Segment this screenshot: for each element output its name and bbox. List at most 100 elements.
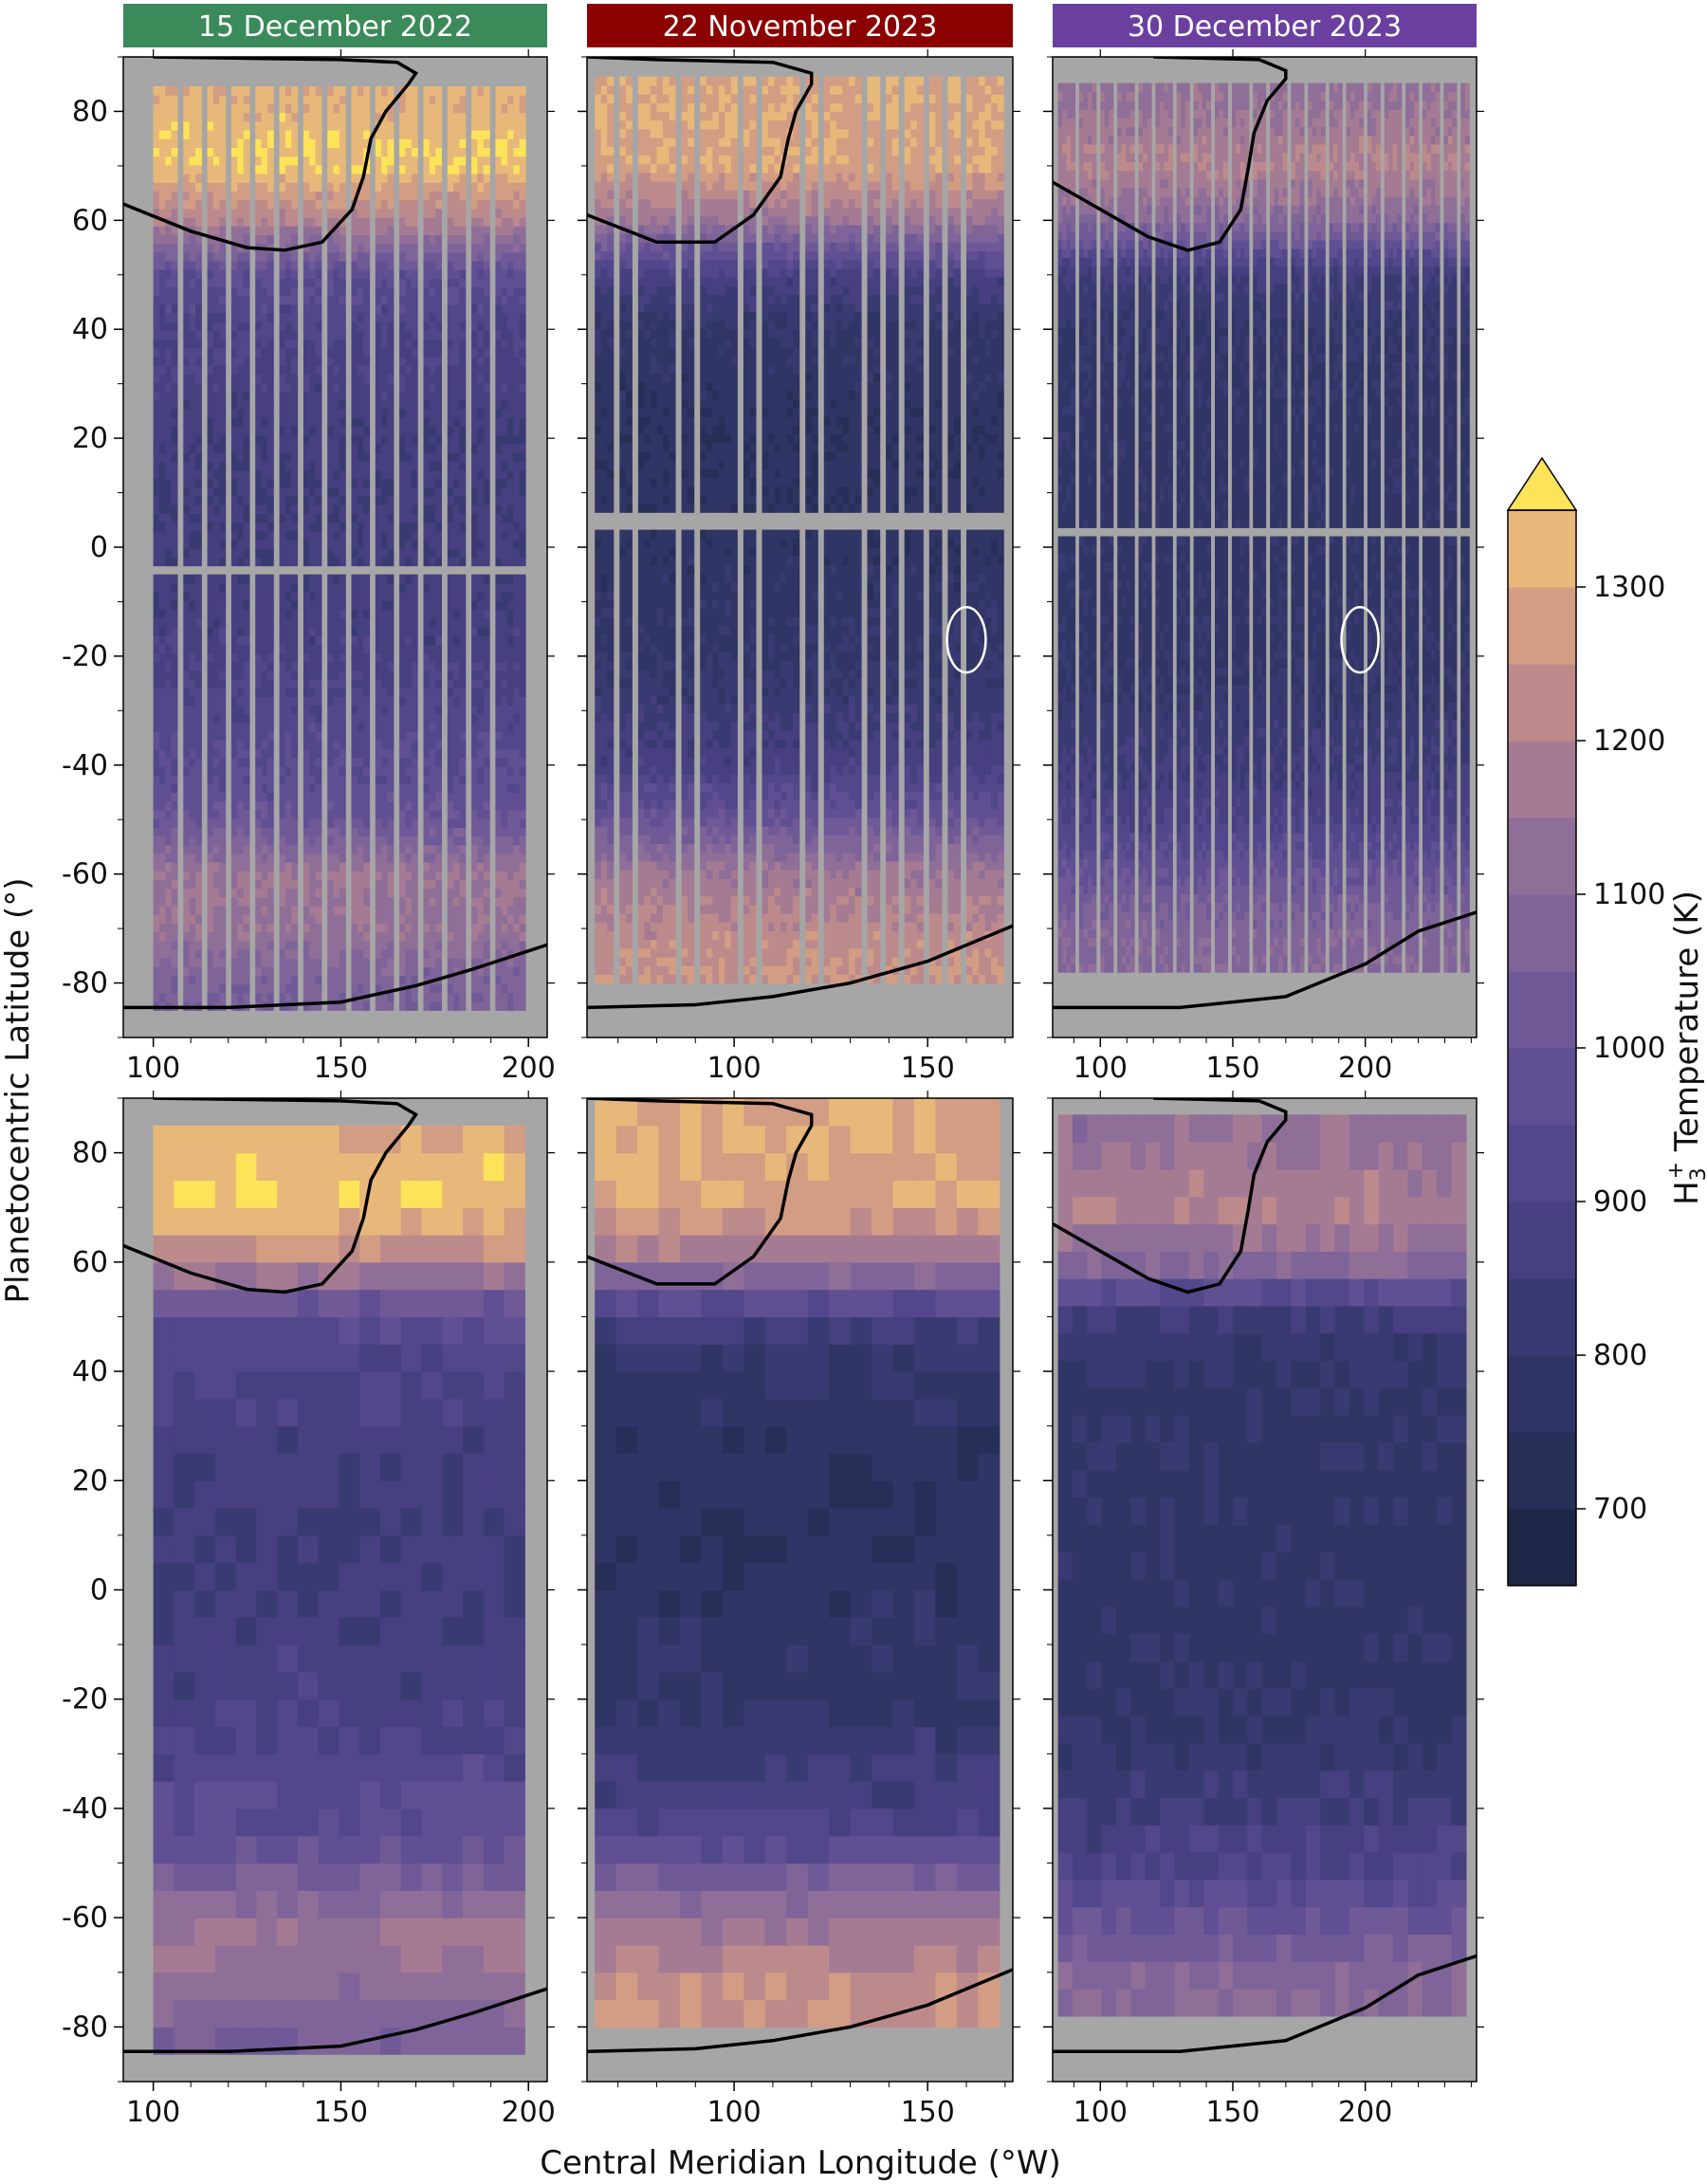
heat-cell <box>279 86 286 96</box>
heat-cell <box>327 522 335 532</box>
heat-cell <box>423 617 431 628</box>
heat-cell <box>357 86 364 96</box>
heat-cell <box>309 679 317 688</box>
heat-cell <box>230 530 238 541</box>
heat-cell <box>459 896 467 907</box>
heat-cell <box>309 339 317 349</box>
heat-cell <box>230 827 238 837</box>
heat-cell <box>333 182 340 192</box>
heat-cell <box>195 199 202 210</box>
heat-cell <box>219 182 227 192</box>
heat-cell <box>471 906 478 915</box>
heat-cell <box>315 391 322 401</box>
heat-cell <box>423 723 431 732</box>
heat-cell <box>453 723 460 732</box>
heat-cell <box>495 486 503 497</box>
heat-cell <box>435 147 442 157</box>
heat-cell <box>351 286 358 297</box>
heat-cell <box>171 853 178 863</box>
heat-cell <box>483 582 490 593</box>
heat-cell <box>423 888 431 898</box>
heat-cell <box>429 278 436 287</box>
heat-cell <box>291 260 299 270</box>
heat-cell <box>207 234 214 245</box>
heat-cell <box>477 818 485 828</box>
heat-cell <box>291 251 299 262</box>
heat-cell <box>284 853 292 863</box>
heat-cell <box>477 940 485 950</box>
heat-cell <box>315 426 322 436</box>
heat-cell <box>339 818 346 828</box>
heat-cell <box>459 417 467 428</box>
heat-cell <box>483 948 490 959</box>
heat-cell <box>230 461 238 470</box>
heat-cell <box>387 705 395 715</box>
heat-cell <box>477 330 485 340</box>
heat-cell <box>189 505 196 514</box>
heat-cell <box>171 120 178 131</box>
heat-cell <box>219 975 227 985</box>
heat-cell <box>363 853 371 863</box>
heat-cell <box>159 226 166 235</box>
heat-cell <box>243 783 250 794</box>
heat-cell <box>405 871 413 880</box>
heat-cell <box>219 191 227 201</box>
heat-cell <box>447 775 454 784</box>
heat-cell <box>375 574 382 584</box>
heat-cell <box>315 992 322 1002</box>
heat-cell <box>153 199 160 210</box>
heat-cell <box>405 827 413 837</box>
heat-cell <box>399 216 406 227</box>
heat-cell <box>279 295 286 305</box>
heat-cell <box>453 600 460 611</box>
heat-cell <box>159 147 166 157</box>
heat-cell <box>309 321 317 331</box>
heat-cell <box>501 765 508 776</box>
heat-cell <box>483 243 490 253</box>
heat-cell <box>153 251 160 262</box>
heat-cell <box>261 992 268 1002</box>
heat-cell <box>219 835 227 846</box>
heat-cell <box>261 740 268 750</box>
heat-cell <box>237 765 245 776</box>
heat-cell <box>423 818 431 828</box>
heat-cell <box>230 757 238 767</box>
heat-cell <box>453 923 460 933</box>
heat-cell <box>447 365 454 375</box>
heat-cell <box>351 260 358 270</box>
heat-cell <box>219 931 227 942</box>
heat-cell <box>495 339 503 349</box>
heat-cell <box>381 496 389 505</box>
heat-cell <box>453 740 460 750</box>
heat-cell <box>405 191 413 201</box>
heat-cell <box>363 434 371 445</box>
heat-cell <box>447 809 454 819</box>
heat-cell <box>230 103 238 114</box>
heat-cell <box>501 138 508 148</box>
heat-cell <box>291 652 299 663</box>
heat-cell <box>171 923 178 933</box>
heat-cell <box>375 226 382 235</box>
heat-cell <box>375 765 382 776</box>
heat-cell <box>212 530 220 541</box>
heat-cell <box>237 374 245 384</box>
heat-cell <box>495 688 503 697</box>
heat-cell <box>411 574 418 584</box>
heat-cell <box>171 548 178 558</box>
heat-cell <box>243 199 250 210</box>
heat-cell <box>207 112 214 122</box>
heat-cell <box>423 234 431 245</box>
heat-cell <box>315 574 322 584</box>
heat-cell <box>333 95 340 104</box>
heat-cell <box>207 757 214 767</box>
heat-cell <box>333 86 340 96</box>
heat-cell <box>453 783 460 794</box>
heat-cell <box>447 469 454 480</box>
heat-cell <box>243 992 250 1002</box>
heat-cell <box>357 661 364 671</box>
heat-cell <box>183 827 191 837</box>
heat-cell <box>351 138 358 148</box>
heat-cell <box>447 844 454 854</box>
heat-cell <box>519 582 526 593</box>
heat-cell <box>219 216 227 227</box>
